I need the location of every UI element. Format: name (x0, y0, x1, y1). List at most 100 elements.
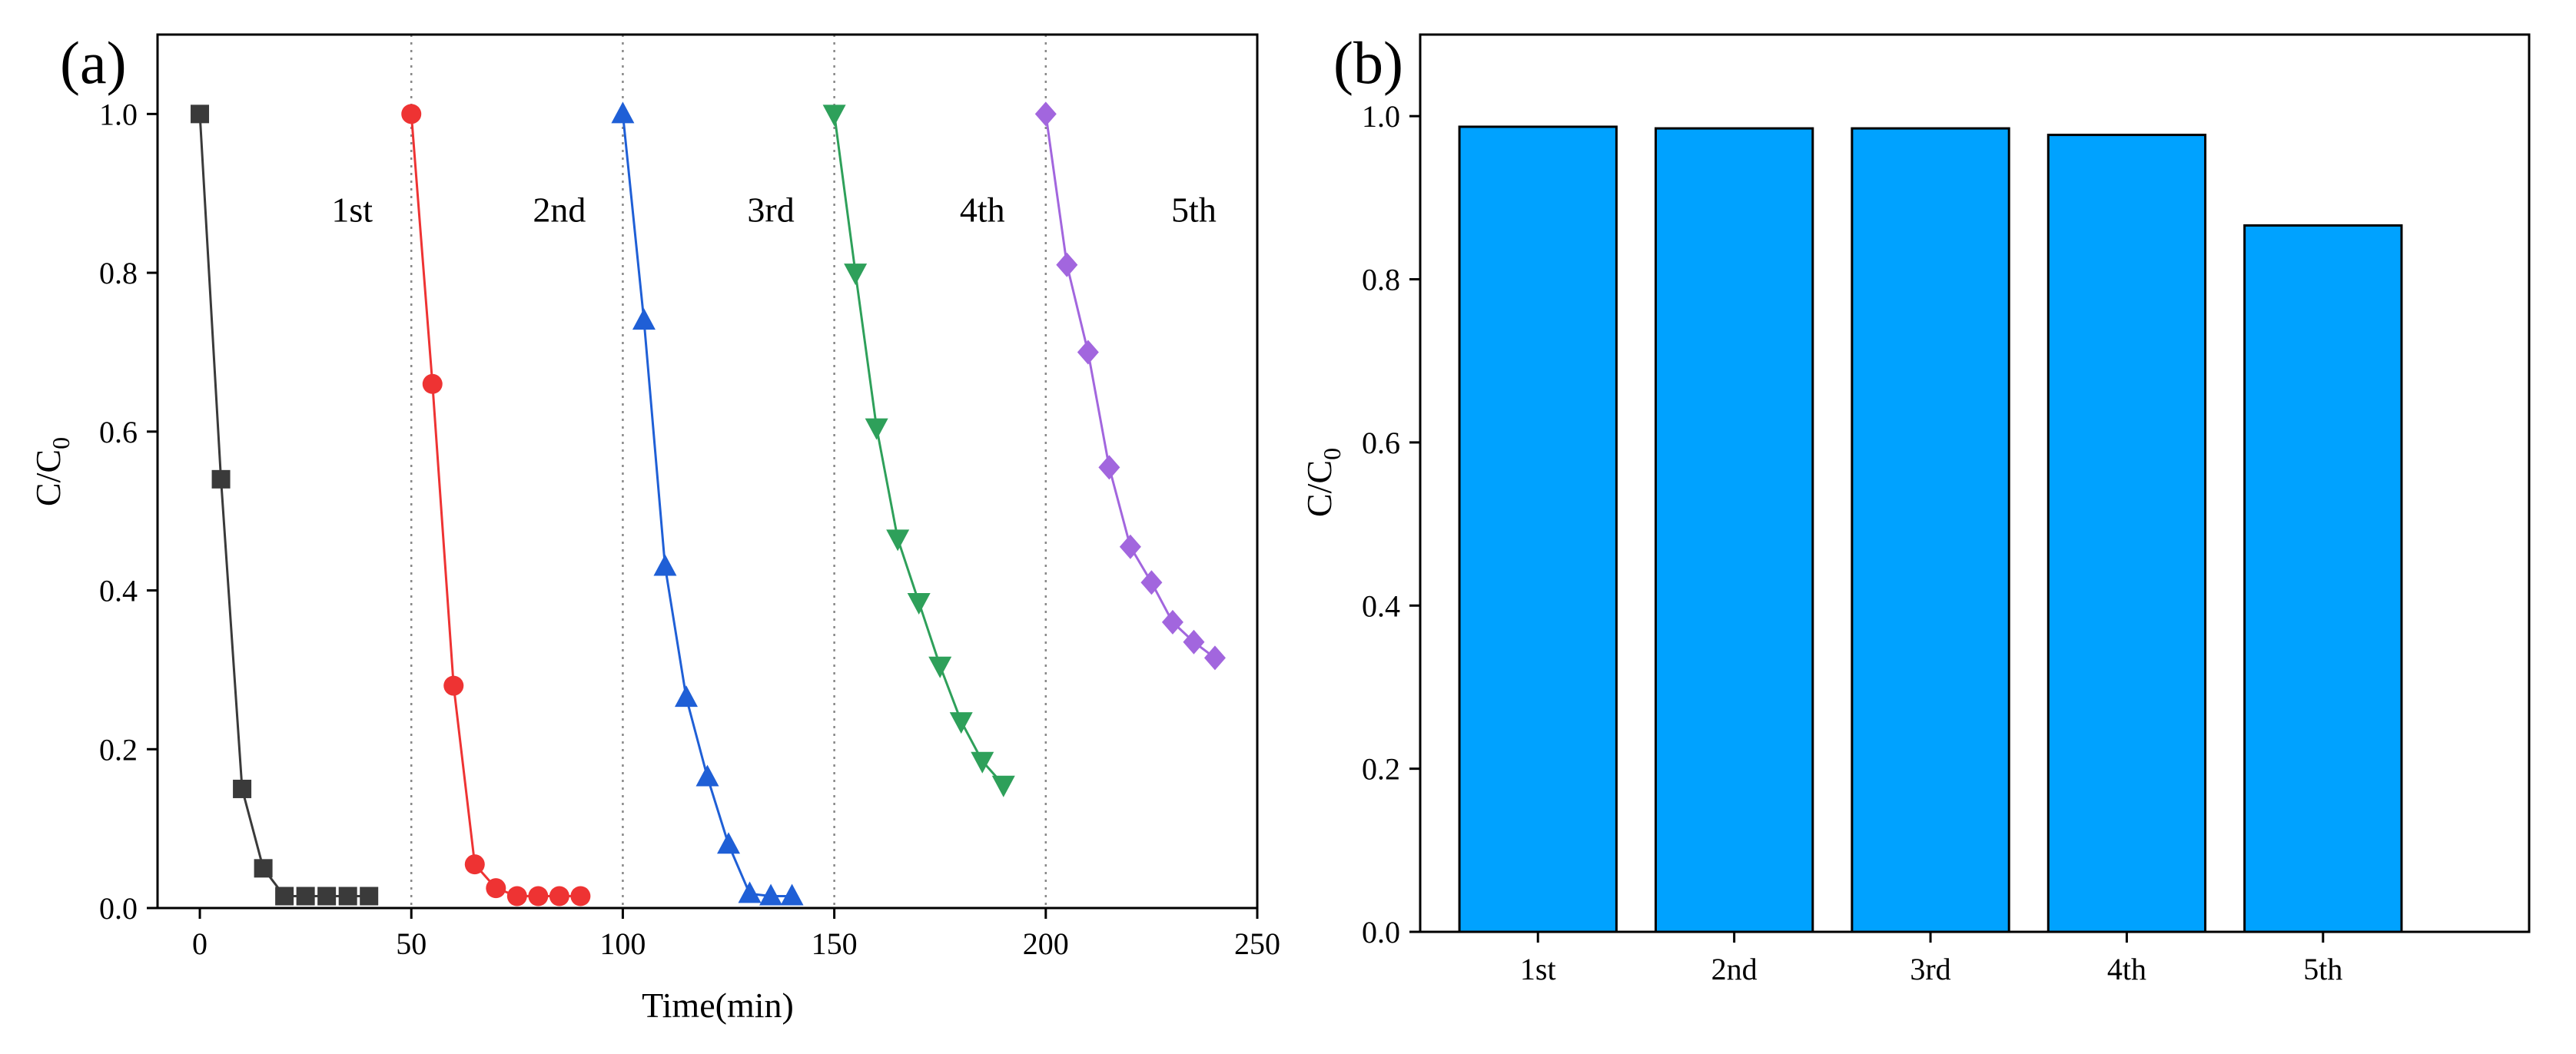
data-point (780, 883, 804, 906)
cycle-label: 2nd (533, 190, 586, 229)
series-1st (191, 104, 379, 906)
data-point (338, 887, 357, 906)
data-point (738, 881, 762, 903)
bar-5th (2243, 224, 2403, 933)
data-point (971, 751, 994, 774)
data-point (1203, 645, 1226, 671)
y-tick-label: 0.8 (99, 256, 138, 290)
x-tick-label: 50 (396, 926, 427, 961)
data-point (506, 886, 527, 907)
category-label: 3rd (1910, 952, 1950, 986)
data-point (422, 373, 443, 394)
bar-1st (1458, 125, 1618, 933)
x-axis-ticks: 0 50 100 150 200 250 (192, 908, 1280, 961)
y-axis-title-main: C/C (1300, 460, 1339, 517)
data-point (695, 764, 719, 787)
series-group (191, 101, 1226, 907)
bars-group (1458, 125, 2403, 933)
data-point (360, 887, 379, 906)
y-tick-label: 0.6 (1362, 426, 1400, 460)
panel-a-line-chart: (a) 1st 2nd 3rd 4th 5th 0 50 100 150 200 250 0.00… (28, 29, 1280, 1025)
cycle-label: 4th (960, 190, 1005, 229)
y-axis-title-b: C/C0 (1300, 448, 1346, 517)
data-point (844, 264, 868, 286)
data-point (464, 854, 485, 875)
plot-frame-b (1419, 33, 2531, 933)
panel-b-bar-chart: (b) 1st 2nd 3rd 4th 5th 0.0 0.2 0.4 0.6 0.8 1.0 C… (1300, 29, 2531, 986)
y-tick-label: 0.0 (99, 891, 138, 926)
cycle-label: 3rd (747, 190, 794, 229)
category-label: 1st (1520, 952, 1556, 986)
data-point (443, 675, 464, 696)
data-point (317, 887, 337, 906)
data-point (1161, 609, 1183, 635)
data-point (486, 878, 506, 899)
data-point (401, 104, 422, 124)
y-tick-label: 0.2 (99, 732, 138, 767)
data-point (1098, 455, 1120, 480)
y-axis-title-subscript: 0 (47, 437, 75, 449)
y-axis-title-a: C/C0 (28, 437, 75, 506)
data-point (275, 887, 294, 906)
bar-2nd (1654, 127, 1814, 933)
plot-frame-a (156, 33, 1259, 910)
category-label: 4th (2107, 952, 2146, 986)
data-point (886, 529, 910, 552)
y-tick-label: 1.0 (99, 97, 138, 131)
data-point (549, 886, 569, 907)
cycle-dividers (410, 35, 1047, 908)
y-axis-title-main: C/C (28, 449, 68, 506)
cycle-labels: 1st 2nd 3rd 4th 5th (331, 190, 1216, 229)
data-point (717, 832, 741, 854)
data-point (570, 886, 591, 907)
data-point (1077, 340, 1099, 365)
cycle-label: 5th (1171, 190, 1217, 229)
data-point (211, 469, 231, 489)
series-line (410, 114, 581, 897)
y-tick-label: 1.0 (1362, 99, 1400, 134)
y-tick-label: 0.2 (1362, 752, 1400, 787)
data-point (928, 656, 952, 678)
data-point (191, 104, 210, 124)
y-tick-label: 0.6 (99, 415, 138, 449)
series-line (198, 114, 370, 897)
y-tick-label: 0.4 (1362, 588, 1400, 623)
data-point (991, 775, 1015, 797)
panel-b-label: (b) (1333, 29, 1403, 96)
series-2nd (401, 104, 591, 907)
data-point (1183, 629, 1205, 655)
x-tick-label: 0 (192, 926, 207, 961)
data-point (296, 887, 315, 906)
data-point (759, 883, 783, 906)
data-point (1034, 101, 1057, 127)
data-point (528, 886, 549, 907)
data-point (949, 712, 973, 734)
bar-4th (2047, 134, 2207, 933)
series-3rd (611, 101, 804, 906)
data-point (674, 685, 698, 708)
x-axis-title: Time(min) (642, 986, 794, 1025)
data-point (1056, 252, 1078, 277)
data-point (611, 101, 635, 124)
data-point (822, 104, 846, 127)
y-axis-title-subscript: 0 (1318, 448, 1346, 460)
category-label: 2nd (1711, 952, 1758, 986)
data-point (653, 554, 677, 576)
data-point (1119, 534, 1141, 559)
data-point (907, 593, 931, 615)
data-point (632, 308, 656, 330)
bar-3rd (1851, 127, 2010, 933)
x-tick-label: 150 (812, 926, 858, 961)
data-point (1140, 570, 1163, 595)
data-point (254, 859, 273, 878)
y-tick-label: 0.8 (1362, 263, 1400, 297)
category-label: 5th (2303, 952, 2342, 986)
series-5th (1034, 101, 1226, 671)
y-axis-ticks: 0.0 0.2 0.4 0.6 0.8 1.0 (1362, 99, 1420, 950)
data-point (865, 418, 888, 440)
x-tick-label: 100 (599, 926, 646, 961)
data-point (233, 779, 252, 798)
cycle-label: 1st (331, 190, 373, 229)
series-4th (822, 104, 1015, 797)
y-tick-label: 0.0 (1362, 915, 1400, 950)
